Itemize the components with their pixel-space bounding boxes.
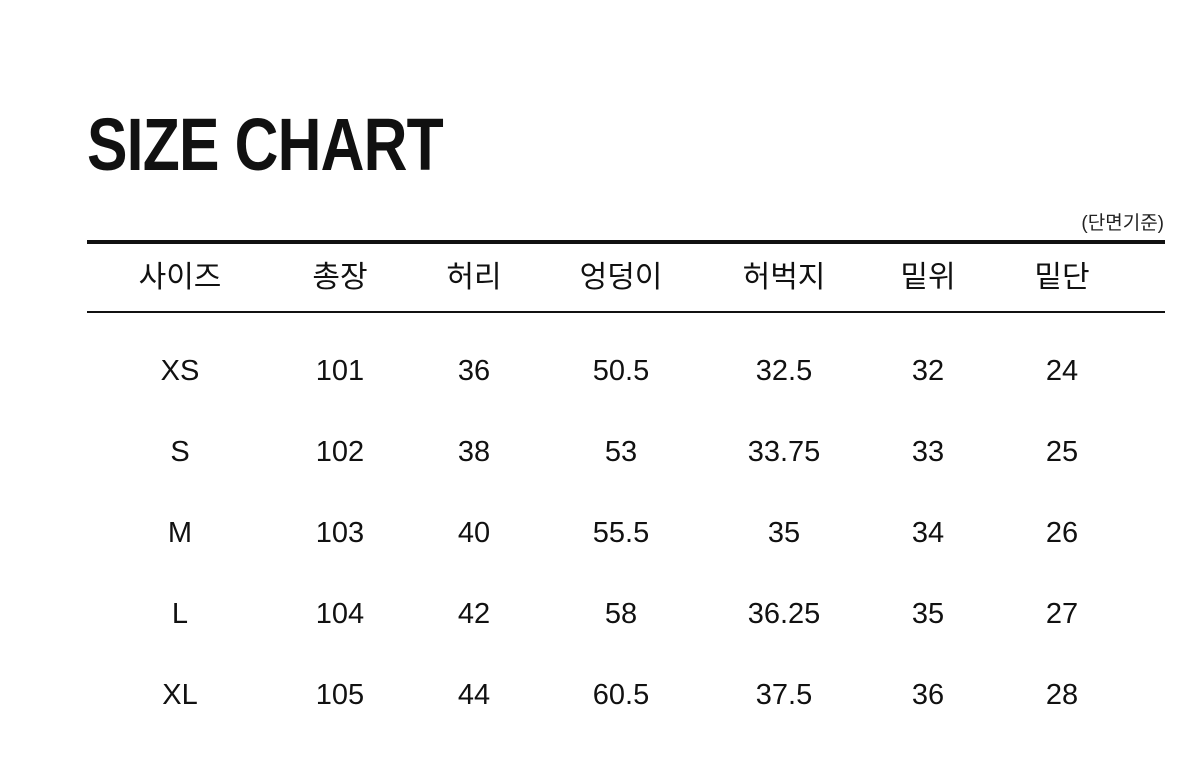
measurement-cell: 53 <box>604 436 638 468</box>
column-header: 총장 <box>312 261 368 294</box>
size-label: M <box>167 517 193 549</box>
column-header: 허리 <box>446 261 502 294</box>
table-row: L 104 42 58 36.25 35 27 <box>0 594 1200 634</box>
table-header: 사이즈 총장 허리 엉덩이 허벅지 밑위 밑단 <box>0 258 1200 298</box>
header-top-divider <box>87 240 1165 244</box>
size-label: XL <box>162 679 198 711</box>
table-row: XL 105 44 60.5 37.5 36 28 <box>0 675 1200 715</box>
size-label: L <box>171 598 189 630</box>
measurement-cell: 35 <box>767 517 801 549</box>
measurement-cell: 44 <box>457 679 491 711</box>
measurement-cell: 103 <box>315 517 365 549</box>
measurement-cell: 33.75 <box>747 436 821 468</box>
measurement-cell: 102 <box>315 436 365 468</box>
measurement-cell: 36 <box>911 679 945 711</box>
measurement-cell: 28 <box>1045 679 1079 711</box>
measurement-cell: 50.5 <box>592 355 650 387</box>
column-header: 허벅지 <box>742 261 826 294</box>
measurement-note: (단면기준) <box>1081 213 1164 234</box>
column-header: 밑위 <box>900 261 956 294</box>
measurement-cell: 104 <box>315 598 365 630</box>
measurement-cell: 58 <box>604 598 638 630</box>
header-bottom-divider <box>87 311 1165 313</box>
measurement-cell: 25 <box>1045 436 1079 468</box>
measurement-cell: 101 <box>315 355 365 387</box>
table-row: S 102 38 53 33.75 33 25 <box>0 432 1200 472</box>
size-label: XS <box>160 355 200 387</box>
measurement-cell: 55.5 <box>592 517 650 549</box>
measurement-cell: 33 <box>911 436 945 468</box>
measurement-cell: 32.5 <box>755 355 813 387</box>
measurement-cell: 26 <box>1045 517 1079 549</box>
measurement-cell: 36 <box>457 355 491 387</box>
table-row: M 103 40 55.5 35 34 26 <box>0 513 1200 553</box>
measurement-cell: 105 <box>315 679 365 711</box>
measurement-cell: 36.25 <box>747 598 821 630</box>
table-row: XS 101 36 50.5 32.5 32 24 <box>0 351 1200 391</box>
size-label: S <box>170 436 190 468</box>
measurement-cell: 24 <box>1045 355 1079 387</box>
measurement-cell: 32 <box>911 355 945 387</box>
measurement-cell: 37.5 <box>755 679 813 711</box>
measurement-cell: 27 <box>1045 598 1079 630</box>
column-header: 밑단 <box>1034 261 1090 294</box>
measurement-cell: 40 <box>457 517 491 549</box>
column-header: 사이즈 <box>138 261 222 294</box>
measurement-cell: 60.5 <box>592 679 650 711</box>
column-header: 엉덩이 <box>579 261 663 294</box>
measurement-cell: 38 <box>457 436 491 468</box>
measurement-cell: 35 <box>911 598 945 630</box>
measurement-cell: 42 <box>457 598 491 630</box>
measurement-cell: 34 <box>911 517 945 549</box>
page-title: SIZE CHART <box>87 103 444 186</box>
